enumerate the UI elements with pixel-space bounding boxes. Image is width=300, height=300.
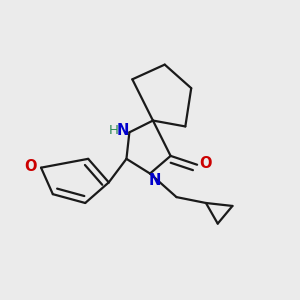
Text: O: O: [199, 156, 212, 171]
Text: N: N: [117, 123, 129, 138]
Text: N: N: [148, 173, 160, 188]
Text: O: O: [25, 159, 37, 174]
Text: H: H: [108, 124, 118, 137]
